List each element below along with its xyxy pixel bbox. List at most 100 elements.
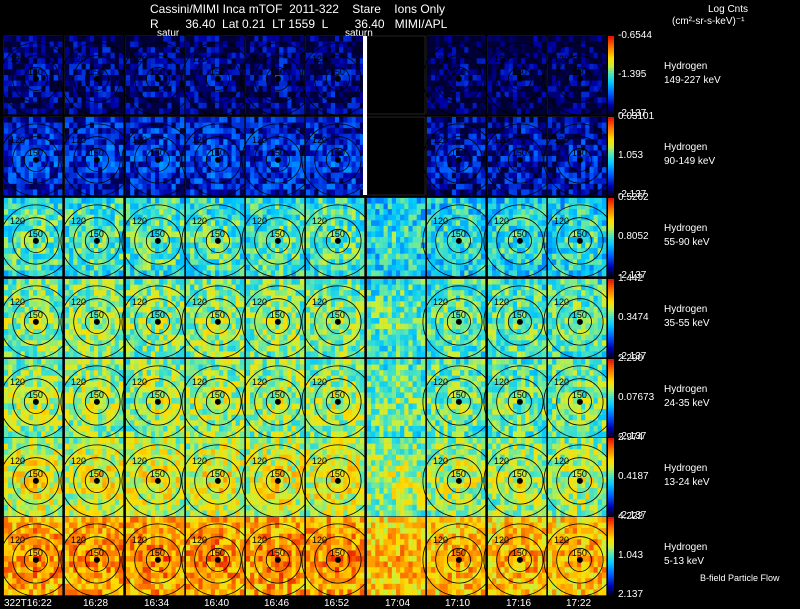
time-label: 16:40	[204, 598, 230, 609]
footer-note: B-field Particle Flow	[700, 573, 780, 583]
time-label: 16:52	[324, 598, 350, 609]
time-label: 17:04	[385, 598, 411, 609]
contour-label-120: 120	[554, 297, 569, 307]
contour-label-150: 150	[28, 310, 43, 320]
row-species-label: Hydrogen	[664, 61, 708, 72]
contour-label-150: 150	[89, 548, 104, 558]
contour-label-150: 150	[150, 390, 165, 400]
contour-label-150: 150	[89, 148, 104, 158]
contour-label-150: 150	[451, 390, 466, 400]
colorbar-min-label: -2.137	[618, 351, 647, 362]
contour-label-120: 120	[433, 535, 448, 545]
contour-label-120: 120	[71, 135, 86, 145]
contour-label-120: 120	[10, 297, 25, 307]
contour-label-120: 120	[132, 216, 147, 226]
contour-label-150: 150	[150, 229, 165, 239]
contour-label-150: 150	[330, 469, 345, 479]
row-species-label: Hydrogen	[664, 142, 708, 153]
row-species-label: Hydrogen	[664, 463, 708, 474]
contour-label-150: 150	[150, 310, 165, 320]
contour-label-150: 150	[451, 67, 466, 77]
panel-r1-c6	[366, 116, 426, 196]
panel-r4-c6	[366, 358, 426, 438]
contour-label-120: 120	[71, 377, 86, 387]
colorbar-unit-title: Log Cnts	[708, 4, 749, 15]
contour-label-150: 150	[89, 310, 104, 320]
plot-subtitle: R 36.40 Lat 0.21 LT 1559 L 36.40 MIMI/AP…	[150, 17, 448, 31]
contour-label-120: 120	[132, 377, 147, 387]
contour-label-120: 120	[252, 54, 267, 64]
contour-label-150: 150	[28, 548, 43, 558]
contour-label-120: 120	[554, 377, 569, 387]
colorbar-max-label: -0.6544	[618, 30, 652, 41]
contour-label-120: 120	[192, 456, 207, 466]
colorbar-unit-label: (cm²-sr-s-keV)⁻¹	[672, 16, 745, 27]
contour-label-120: 120	[10, 535, 25, 545]
row-species-label: Hydrogen	[664, 223, 708, 234]
time-label: 17:10	[445, 598, 471, 609]
contour-label-120: 120	[252, 377, 267, 387]
contour-label-150: 150	[28, 148, 43, 158]
contour-label-150: 150	[572, 229, 587, 239]
time-label: 16:46	[264, 598, 290, 609]
overlay-label-right: saturn	[345, 28, 373, 39]
colorbar-mid-label: 0.4187	[618, 471, 649, 482]
colorbar-row-0	[608, 36, 614, 115]
colorbar-min-label: -2.137	[618, 431, 647, 442]
contour-label-150: 150	[89, 229, 104, 239]
colorbar-min-label: -2.137	[618, 189, 647, 200]
colorbar-max-label: 1.442	[618, 273, 644, 284]
contour-label-150: 150	[572, 67, 587, 77]
colorbar-row-5	[608, 438, 614, 517]
contour-label-150: 150	[270, 390, 285, 400]
colorbar-row-1	[608, 117, 614, 196]
contour-label-150: 150	[89, 67, 104, 77]
contour-label-150: 150	[512, 390, 527, 400]
contour-label-120: 120	[71, 54, 86, 64]
time-label: 16:34	[144, 598, 170, 609]
contour-label-120: 120	[554, 54, 569, 64]
contour-label-150: 150	[89, 469, 104, 479]
contour-label-150: 150	[270, 148, 285, 158]
contour-label-150: 150	[572, 390, 587, 400]
contour-label-120: 120	[71, 535, 86, 545]
contour-label-150: 150	[512, 469, 527, 479]
colorbar-max-label: 2.974	[618, 432, 644, 443]
panel-r6-c6	[366, 516, 426, 596]
contour-label-120: 120	[252, 456, 267, 466]
colorbar-row-2	[608, 198, 614, 277]
contour-label-150: 150	[210, 469, 225, 479]
contour-label-150: 150	[451, 548, 466, 558]
contour-label-150: 150	[210, 548, 225, 558]
row-energy-label: 5-13 keV	[664, 556, 705, 567]
contour-label-120: 120	[433, 297, 448, 307]
contour-label-120: 120	[312, 456, 327, 466]
contour-label-120: 120	[252, 216, 267, 226]
contour-label-120: 120	[312, 535, 327, 545]
colorbar-max-label: 2.290	[618, 353, 644, 364]
contour-label-150: 150	[451, 148, 466, 158]
contour-label-120: 120	[132, 456, 147, 466]
contour-label-150: 150	[572, 310, 587, 320]
